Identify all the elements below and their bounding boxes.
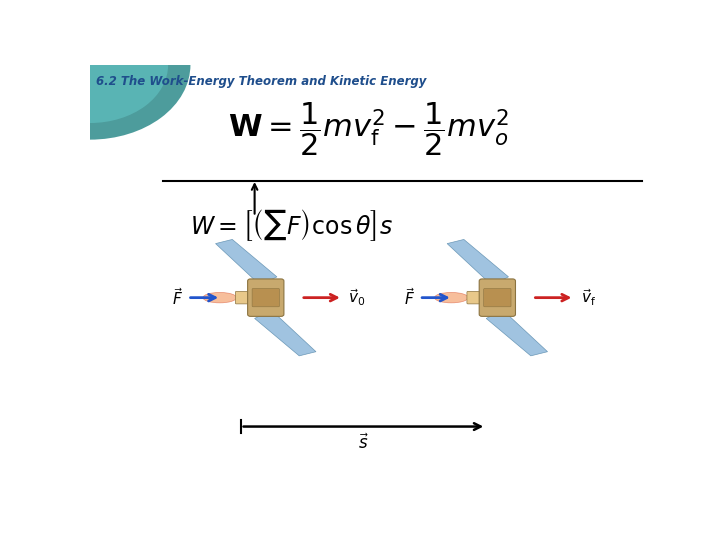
Polygon shape (215, 239, 277, 285)
Text: $\vec{v}_{\mathrm{f}}$: $\vec{v}_{\mathrm{f}}$ (581, 287, 596, 308)
Text: 6.2 The Work-Energy Theorem and Kinetic Energy: 6.2 The Work-Energy Theorem and Kinetic … (96, 75, 426, 88)
Text: $\vec{F}$: $\vec{F}$ (172, 287, 183, 308)
Polygon shape (486, 310, 547, 356)
Text: $W = \left[\left(\sum F\right)\cos\theta\right]s$: $W = \left[\left(\sum F\right)\cos\theta… (190, 207, 394, 243)
FancyBboxPatch shape (467, 292, 483, 304)
Text: $\vec{s}$: $\vec{s}$ (358, 434, 369, 453)
FancyBboxPatch shape (480, 279, 516, 316)
FancyBboxPatch shape (235, 292, 251, 304)
Polygon shape (447, 239, 508, 285)
Wedge shape (90, 65, 190, 140)
FancyBboxPatch shape (248, 279, 284, 316)
Ellipse shape (435, 293, 468, 303)
FancyBboxPatch shape (252, 288, 279, 307)
Text: $\vec{F}$: $\vec{F}$ (404, 287, 415, 308)
Polygon shape (255, 310, 316, 356)
Text: $\vec{v}_0$: $\vec{v}_0$ (348, 287, 365, 308)
Wedge shape (90, 65, 168, 123)
Text: $\mathbf{W} = \dfrac{1}{2}mv_{\mathrm{f}}^{2} - \dfrac{1}{2}mv_{o}^{2}$: $\mathbf{W} = \dfrac{1}{2}mv_{\mathrm{f}… (228, 100, 510, 158)
FancyBboxPatch shape (484, 288, 511, 307)
Ellipse shape (203, 293, 236, 303)
